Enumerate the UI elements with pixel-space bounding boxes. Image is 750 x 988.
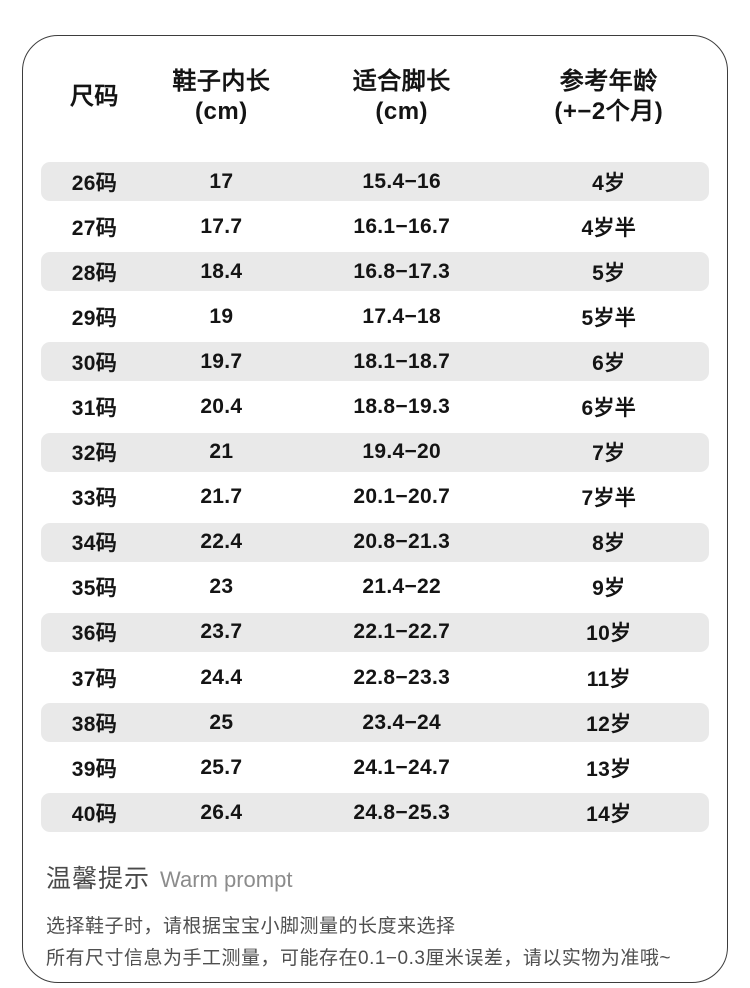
table-row: 28码 18.4 16.8−17.3 5岁	[41, 249, 709, 294]
inner-length-cell: 24.4	[200, 665, 243, 689]
header-foot-length: 适合脚长 (cm)	[295, 67, 509, 127]
table-rows: 26码 17 15.4−16 4岁 27码 17.7 16.1−16.7 4岁半 28码 18.4…	[41, 159, 709, 835]
age-cell: 5岁	[592, 261, 626, 285]
warm-prompt-section: 温馨提示 Warm prompt 选择鞋子时，请根据宝宝小脚测量的长度来选择 所…	[46, 859, 709, 975]
age-cell: 6岁半	[581, 397, 637, 421]
foot-length-cell: 23.4−24	[362, 710, 441, 734]
header-inner-length: 鞋子内长 (cm)	[148, 67, 295, 127]
inner-length-cell: 17.7	[200, 214, 243, 238]
table-row: 40码 26.4 24.8−25.3 14岁	[41, 790, 709, 835]
warm-prompt-line-2: 所有尺寸信息为手工测量，可能存在0.1−0.3厘米误差，请以实物为准哦~	[46, 948, 672, 970]
table-row: 26码 17 15.4−16 4岁	[41, 159, 709, 204]
age-cell: 8岁	[592, 532, 626, 556]
size-cell: 28码	[71, 261, 118, 285]
header-age-tolerance: (+−2个月)	[554, 98, 664, 125]
foot-length-cell: 22.1−22.7	[353, 620, 451, 644]
foot-length-cell: 19.4−20	[362, 440, 441, 464]
inner-length-cell: 25	[209, 710, 234, 734]
table-row: 35码 23 21.4−22 9岁	[41, 565, 709, 610]
age-cell: 6岁	[592, 351, 626, 375]
header-size: 尺码	[41, 82, 148, 112]
size-cell: 29码	[71, 306, 118, 330]
warm-prompt-title: 温馨提示 Warm prompt	[46, 859, 709, 895]
age-cell: 9岁	[592, 577, 626, 601]
size-cell: 32码	[71, 442, 118, 466]
foot-length-cell: 20.1−20.7	[353, 485, 451, 509]
inner-length-cell: 20.4	[200, 395, 243, 419]
header-age: 参考年龄 (+−2个月)	[509, 67, 709, 127]
age-cell: 4岁	[592, 171, 626, 195]
size-chart-card: 尺码 鞋子内长 (cm) 适合脚长 (cm) 参考年龄 (+−2个月) 26码 1…	[22, 35, 728, 983]
age-cell: 5岁半	[581, 306, 637, 330]
inner-length-cell: 26.4	[200, 800, 243, 824]
inner-length-cell: 23	[209, 575, 234, 599]
warm-prompt-line-1: 选择鞋子时，请根据宝宝小脚测量的长度来选择	[46, 916, 456, 938]
size-cell: 33码	[71, 487, 118, 511]
size-cell: 30码	[71, 351, 118, 375]
foot-length-cell: 24.1−24.7	[353, 755, 451, 779]
table-row: 29码 19 17.4−18 5岁半	[41, 294, 709, 339]
warm-prompt-lines: 选择鞋子时，请根据宝宝小脚测量的长度来选择 所有尺寸信息为手工测量，可能存在0.…	[46, 911, 709, 975]
table-row: 38码 25 23.4−24 12岁	[41, 700, 709, 745]
foot-length-cell: 20.8−21.3	[353, 530, 451, 554]
inner-length-cell: 18.4	[200, 259, 243, 283]
size-cell: 27码	[71, 216, 118, 240]
size-cell: 36码	[71, 622, 118, 646]
inner-length-cell: 21.7	[200, 485, 243, 509]
size-cell: 37码	[71, 667, 118, 691]
age-cell: 7岁半	[581, 487, 637, 511]
header-age-label: 参考年龄	[559, 68, 658, 95]
size-cell: 34码	[71, 532, 118, 556]
size-cell: 35码	[71, 577, 118, 601]
age-cell: 4岁半	[581, 216, 637, 240]
inner-length-cell: 22.4	[200, 530, 243, 554]
foot-length-cell: 15.4−16	[362, 169, 441, 193]
foot-length-cell: 16.8−17.3	[353, 259, 451, 283]
age-cell: 7岁	[592, 442, 626, 466]
table-row: 31码 20.4 18.8−19.3 6岁半	[41, 384, 709, 429]
table-row: 34码 22.4 20.8−21.3 8岁	[41, 520, 709, 565]
inner-length-cell: 17	[209, 169, 234, 193]
age-cell: 12岁	[586, 712, 632, 736]
header-foot-length-label: 适合脚长	[352, 68, 451, 95]
inner-length-cell: 19.7	[200, 349, 243, 373]
age-cell: 10岁	[586, 622, 632, 646]
age-cell: 11岁	[586, 667, 631, 691]
age-cell: 13岁	[586, 757, 632, 781]
foot-length-cell: 16.1−16.7	[353, 214, 451, 238]
foot-length-cell: 18.1−18.7	[353, 349, 451, 373]
warm-prompt-title-en: Warm prompt	[160, 867, 293, 893]
inner-length-cell: 21	[209, 440, 234, 464]
warm-prompt-title-zh: 温馨提示	[46, 865, 151, 894]
size-cell: 39码	[71, 757, 118, 781]
table-row: 32码 21 19.4−20 7岁	[41, 430, 709, 475]
foot-length-cell: 22.8−23.3	[353, 665, 451, 689]
size-cell: 31码	[71, 397, 118, 421]
inner-length-cell: 25.7	[200, 755, 243, 779]
header-foot-length-unit: (cm)	[375, 98, 429, 125]
inner-length-cell: 19	[209, 304, 234, 328]
table-header: 尺码 鞋子内长 (cm) 适合脚长 (cm) 参考年龄 (+−2个月)	[41, 64, 709, 130]
size-cell: 26码	[71, 171, 118, 195]
header-inner-length-label: 鞋子内长	[172, 68, 271, 95]
foot-length-cell: 24.8−25.3	[353, 800, 451, 824]
inner-length-cell: 23.7	[200, 620, 243, 644]
table-row: 37码 24.4 22.8−23.3 11岁	[41, 655, 709, 700]
table-row: 39码 25.7 24.1−24.7 13岁	[41, 745, 709, 790]
table-row: 27码 17.7 16.1−16.7 4岁半	[41, 204, 709, 249]
table-row: 33码 21.7 20.1−20.7 7岁半	[41, 475, 709, 520]
foot-length-cell: 17.4−18	[362, 304, 441, 328]
header-size-label: 尺码	[69, 83, 119, 110]
size-cell: 40码	[71, 802, 118, 826]
foot-length-cell: 18.8−19.3	[353, 395, 451, 419]
foot-length-cell: 21.4−22	[362, 575, 441, 599]
age-cell: 14岁	[586, 802, 632, 826]
size-cell: 38码	[71, 712, 118, 736]
table-row: 36码 23.7 22.1−22.7 10岁	[41, 610, 709, 655]
table-row: 30码 19.7 18.1−18.7 6岁	[41, 339, 709, 384]
header-inner-length-unit: (cm)	[195, 98, 248, 125]
